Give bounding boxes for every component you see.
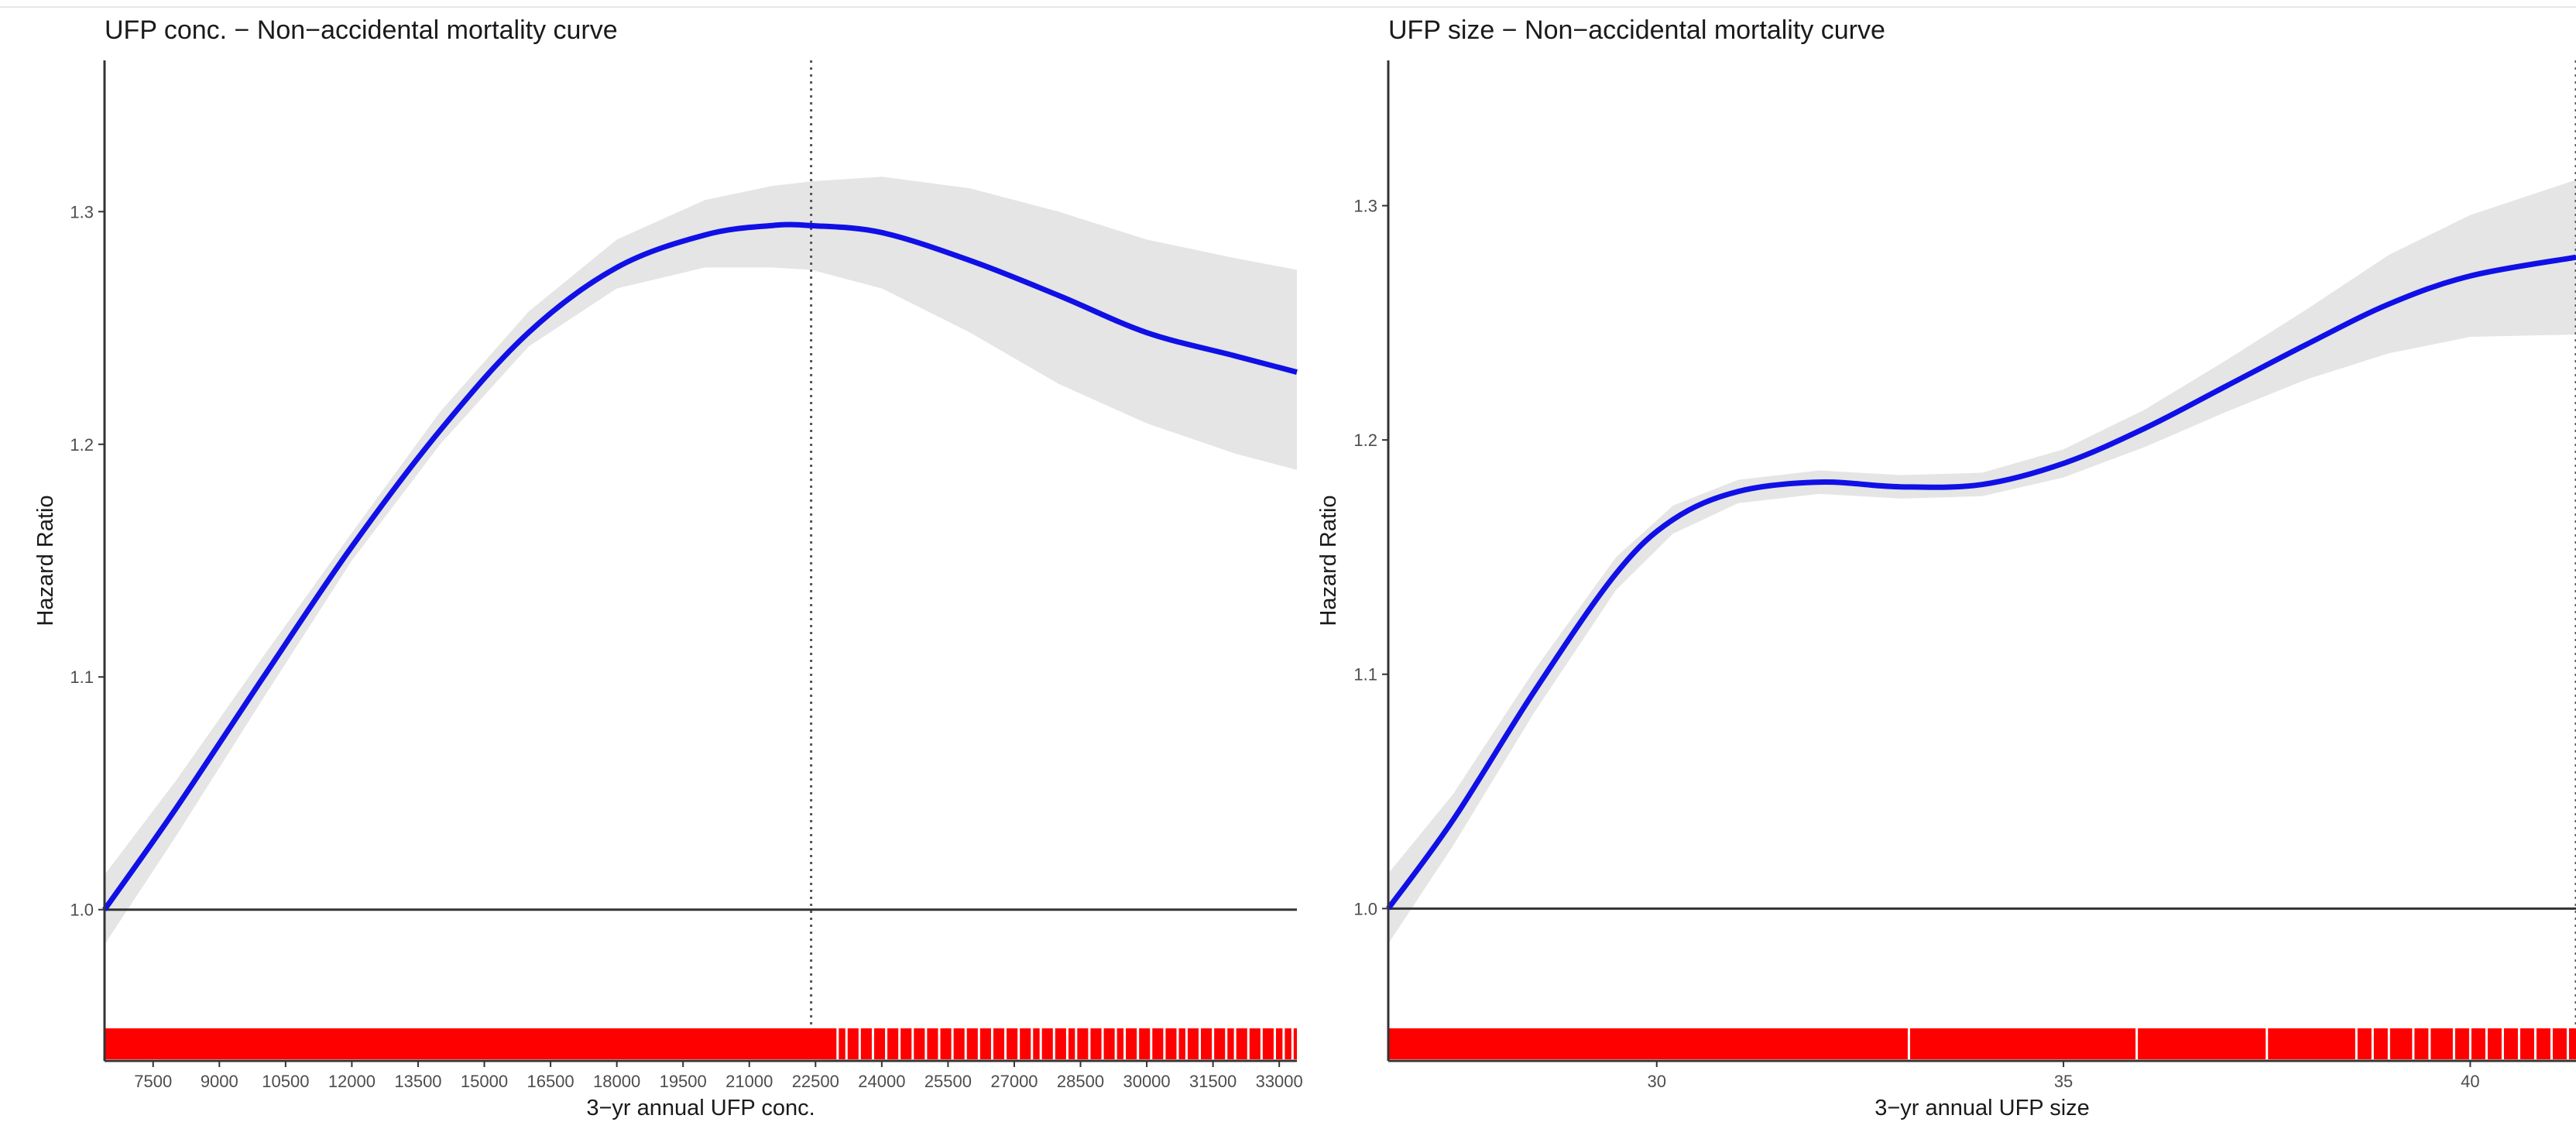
y-tick-label: 1.3 (70, 202, 94, 221)
x-tick-label: 35 (2054, 1072, 2073, 1091)
x-tick-label: 18000 (593, 1072, 640, 1091)
confidence-ribbon (1388, 180, 2576, 944)
rug-band (1388, 1028, 2576, 1059)
x-tick-label: 40 (2461, 1072, 2479, 1091)
x-tick-label: 21000 (725, 1072, 773, 1091)
y-axis-label: Hazard Ratio (1316, 495, 1341, 626)
x-tick-label: 30000 (1123, 1072, 1170, 1091)
y-tick-label: 1.2 (1353, 431, 1377, 450)
hazard-ratio-line (102, 221, 1298, 911)
x-axis-label: 3−yr annual UFP conc. (586, 1096, 815, 1120)
x-tick-label: 25500 (924, 1072, 972, 1091)
chart-title: UFP size − Non−accidental mortality curv… (1388, 15, 1885, 45)
y-tick-label: 1.2 (70, 435, 94, 455)
y-axis-label: Hazard Ratio (33, 495, 58, 626)
y-tick-label: 1.3 (1353, 197, 1377, 216)
x-tick-label: 12000 (328, 1072, 376, 1091)
x-tick-label: 24000 (858, 1072, 905, 1091)
x-tick-label: 15000 (461, 1072, 508, 1091)
x-tick-label: 19500 (660, 1072, 707, 1091)
y-tick-label: 1.0 (1353, 899, 1377, 918)
x-tick-label: 7500 (134, 1072, 172, 1091)
top-divider (0, 0, 2576, 8)
chart-title: UFP conc. − Non−accidental mortality cur… (105, 15, 618, 45)
chart-panel-2: 1.0 1.1 1.2 1.3 30 35 40 UFP size − Non−acciden… (1316, 15, 2576, 1120)
chart-panel-1: 1.0 1.1 1.2 1.3 7500 9000 10500 12000 13500 15000… (33, 15, 1303, 1120)
x-tick-label: 28500 (1057, 1072, 1104, 1091)
x-axis-label: 3−yr annual UFP size (1875, 1096, 2090, 1120)
x-tick-label: 16500 (527, 1072, 574, 1091)
x-tick-label: 10500 (262, 1072, 309, 1091)
x-tick-label: 30 (1647, 1072, 1665, 1091)
hazard-ratio-line (1386, 254, 2576, 911)
rug-band (105, 1028, 1297, 1059)
x-tick-label: 31500 (1189, 1072, 1237, 1091)
x-tick-label: 9000 (201, 1072, 238, 1091)
y-tick-label: 1.1 (70, 667, 94, 687)
x-tick-label: 33000 (1256, 1072, 1303, 1091)
x-tick-label: 22500 (792, 1072, 839, 1091)
confidence-ribbon (105, 177, 1297, 945)
x-tick-label: 27000 (990, 1072, 1038, 1091)
y-tick-label: 1.0 (70, 901, 94, 920)
y-tick-label: 1.1 (1353, 665, 1377, 685)
x-tick-label: 13500 (394, 1072, 441, 1091)
